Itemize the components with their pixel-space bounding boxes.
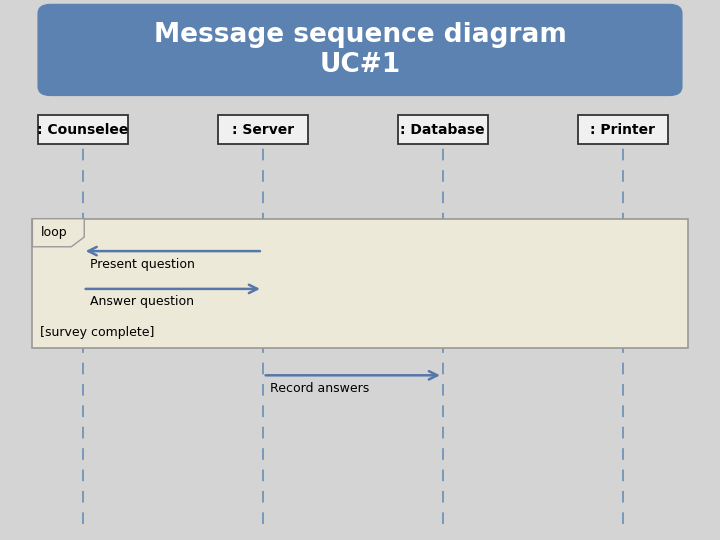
Text: Answer question: Answer question [90,295,194,308]
FancyBboxPatch shape [217,114,308,144]
FancyBboxPatch shape [32,219,688,348]
Text: Record answers: Record answers [270,382,369,395]
Text: [survey complete]: [survey complete] [40,326,154,339]
FancyBboxPatch shape [577,114,668,144]
Text: : Server: : Server [232,123,294,137]
Text: : Printer: : Printer [590,123,655,137]
Polygon shape [32,219,84,247]
Text: Message sequence diagram
UC#1: Message sequence diagram UC#1 [153,22,567,78]
FancyBboxPatch shape [37,4,683,96]
FancyBboxPatch shape [397,114,488,144]
Text: : Counselee: : Counselee [37,123,128,137]
Text: loop: loop [41,226,68,239]
Text: : Database: : Database [400,123,485,137]
Text: Present question: Present question [90,258,195,271]
FancyBboxPatch shape [38,114,128,144]
